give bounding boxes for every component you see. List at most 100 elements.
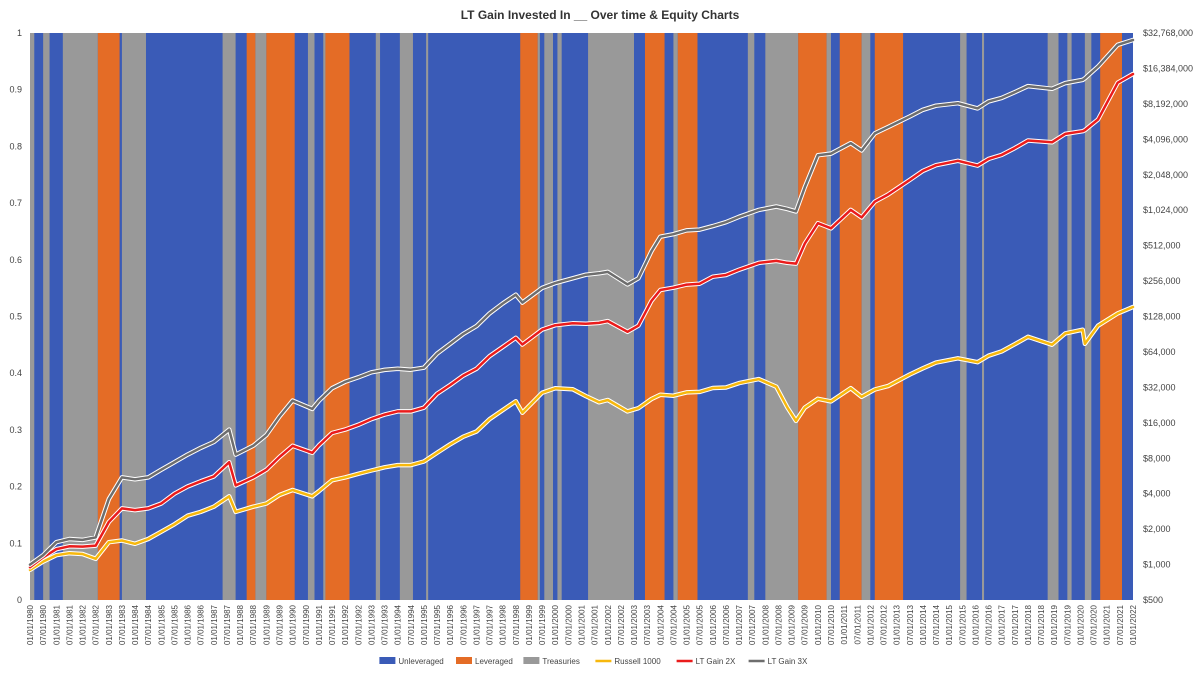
x-tick-label: 07/01/2005: [696, 604, 705, 645]
x-tick-label: 07/01/2009: [801, 604, 810, 645]
x-tick-label: 07/01/1996: [459, 604, 468, 645]
x-tick-label: 07/01/1997: [486, 604, 495, 645]
legend-label: Russell 1000: [614, 657, 661, 666]
x-tick-label: 07/01/2021: [1116, 604, 1125, 645]
x-tick-label: 01/01/2015: [945, 604, 954, 645]
x-tick-label: 01/01/1985: [157, 604, 166, 645]
left-tick-label: 0: [17, 595, 22, 605]
x-tick-label: 01/01/1992: [341, 604, 350, 645]
x-tick-label: 01/01/1999: [525, 604, 534, 645]
x-tick-label: 01/01/1983: [105, 604, 114, 645]
regime-band-treasuries: [673, 33, 678, 600]
regime-band-unleveraged: [49, 33, 63, 600]
left-tick-label: 1: [17, 28, 22, 38]
x-tick-label: 01/01/2004: [656, 604, 665, 645]
regime-band-treasuries: [43, 33, 50, 600]
legend-label: Leveraged: [475, 657, 513, 666]
regime-band-leveraged: [839, 33, 862, 600]
regime-band-leveraged: [874, 33, 904, 600]
x-tick-label: 01/01/2021: [1103, 604, 1112, 645]
legend-item: Treasuries: [523, 657, 580, 666]
legend-item: Leveraged: [456, 657, 513, 666]
legend-swatch: [456, 657, 472, 664]
regime-band-unleveraged: [349, 33, 376, 600]
regime-band-treasuries: [222, 33, 236, 600]
x-tick-label: 07/01/2003: [643, 604, 652, 645]
left-tick-label: 0.7: [9, 198, 22, 208]
regime-band-treasuries: [426, 33, 429, 600]
regime-band-treasuries: [1084, 33, 1092, 600]
regime-band-treasuries: [960, 33, 967, 600]
regime-band-unleveraged: [539, 33, 545, 600]
legend-item: LT Gain 2X: [676, 657, 736, 666]
left-tick-label: 0.1: [9, 538, 22, 548]
regime-band-unleveraged: [314, 33, 324, 600]
x-tick-label: 07/01/2014: [932, 604, 941, 645]
right-tick-label: $1,024,000: [1143, 205, 1188, 215]
regime-band-unleveraged: [697, 33, 748, 600]
x-tick-label: 01/01/2019: [1050, 604, 1059, 645]
right-tick-label: $32,768,000: [1143, 28, 1193, 38]
legend-swatch: [523, 657, 540, 664]
x-tick-label: 07/01/1989: [276, 604, 285, 645]
right-tick-label: $1,000: [1143, 560, 1171, 570]
regime-band-treasuries: [557, 33, 562, 600]
x-tick-label: 07/01/2020: [1090, 604, 1099, 645]
regime-band-treasuries: [30, 33, 35, 600]
regime-band-treasuries: [537, 33, 540, 600]
regime-band-unleveraged: [830, 33, 840, 600]
regime-band-treasuries: [588, 33, 635, 600]
x-tick-label: 01/01/1980: [26, 604, 35, 645]
right-tick-label: $8,192,000: [1143, 99, 1188, 109]
x-tick-label: 01/01/2000: [551, 604, 560, 645]
x-tick-label: 01/01/2006: [709, 604, 718, 645]
regime-band-treasuries: [544, 33, 554, 600]
x-tick-label: 07/01/2004: [669, 604, 678, 645]
x-tick-label: 01/01/2009: [788, 604, 797, 645]
x-tick-label: 07/01/2008: [775, 604, 784, 645]
left-tick-label: 0.3: [9, 425, 22, 435]
right-tick-label: $2,048,000: [1143, 170, 1188, 180]
x-tick-label: 01/01/1987: [210, 604, 219, 645]
x-tick-label: 07/01/2006: [722, 604, 731, 645]
right-tick-label: $8,000: [1143, 453, 1171, 463]
legend-label: Treasuries: [542, 657, 580, 666]
x-tick-label: 07/01/1980: [39, 604, 48, 645]
regime-band-treasuries: [62, 33, 98, 600]
regime-band-treasuries: [1047, 33, 1059, 600]
x-tick-label: 01/01/2016: [971, 604, 980, 645]
right-tick-label: $4,096,000: [1143, 134, 1188, 144]
x-tick-label: 01/01/1997: [473, 604, 482, 645]
regime-band-unleveraged: [145, 33, 223, 600]
x-tick-label: 01/01/2010: [814, 604, 823, 645]
x-tick-label: 07/01/2001: [591, 604, 600, 645]
right-tick-label: $2,000: [1143, 524, 1171, 534]
x-tick-label: 07/01/2019: [1063, 604, 1072, 645]
regime-band-treasuries: [323, 33, 326, 600]
legend-item: Russell 1000: [595, 657, 661, 666]
x-tick-label: 07/01/2015: [958, 604, 967, 645]
series-line-lt-gain-2x: [28, 72, 1135, 569]
right-tick-label: $512,000: [1143, 241, 1181, 251]
x-tick-label: 01/01/2020: [1077, 604, 1086, 645]
legend-label: LT Gain 2X: [696, 657, 736, 666]
x-tick-label: 07/01/1984: [144, 604, 153, 645]
left-tick-label: 0.8: [9, 141, 22, 151]
regime-band-treasuries: [1067, 33, 1072, 600]
regime-band-unleveraged: [1091, 33, 1101, 600]
regime-bands: [30, 33, 1133, 600]
x-tick-label: 07/01/2018: [1037, 604, 1046, 645]
regime-band-leveraged: [677, 33, 698, 600]
regime-band-treasuries: [861, 33, 871, 600]
regime-band-leveraged: [246, 33, 256, 600]
series-line-lt-gain-3x: [28, 38, 1135, 566]
chart-title: LT Gain Invested In __ Over time & Equit…: [460, 8, 740, 22]
regime-band-unleveraged: [903, 33, 961, 600]
x-tick-label: 01/01/2007: [735, 604, 744, 645]
x-tick-label: 07/01/1994: [407, 604, 416, 645]
x-tick-label: 01/01/1996: [446, 604, 455, 645]
x-axis: 01/01/1980 07/01/1980 01/01/1981 07/01/1981…: [26, 604, 1138, 645]
x-tick-label: 01/01/1984: [131, 604, 140, 645]
x-tick-label: 01/01/1986: [184, 604, 193, 645]
